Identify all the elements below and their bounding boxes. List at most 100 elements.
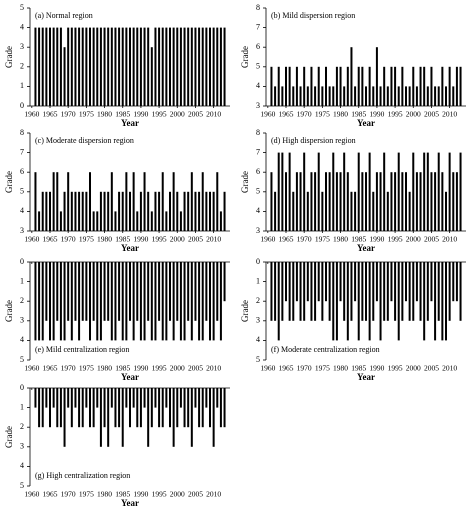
bar: [45, 388, 48, 408]
bar: [41, 388, 44, 428]
bar: [34, 262, 37, 341]
x-tick-label: 1995: [388, 235, 403, 244]
x-tick-label: 1975: [79, 235, 94, 244]
bar: [314, 262, 317, 321]
bar: [103, 262, 106, 321]
bar: [132, 27, 135, 107]
bar: [357, 262, 360, 341]
bar: [335, 172, 338, 231]
bar: [99, 262, 102, 341]
bar: [343, 152, 346, 231]
bar: [405, 86, 407, 106]
bar: [147, 27, 150, 107]
bar: [223, 388, 226, 428]
bar: [183, 27, 186, 107]
bar: [455, 262, 458, 302]
bar: [216, 27, 219, 107]
bar: [346, 262, 349, 341]
bar: [317, 66, 320, 106]
bar: [172, 172, 175, 231]
x-tick-label: 2010: [206, 110, 221, 119]
bar: [194, 262, 197, 321]
bar: [154, 262, 157, 341]
bar: [430, 66, 433, 106]
bar: [209, 388, 211, 428]
bar: [38, 262, 41, 341]
bar: [147, 262, 150, 321]
y-tick-label: 4: [20, 206, 24, 215]
bar: [172, 27, 175, 107]
y-axis-label: Grade: [4, 171, 14, 193]
bar: [299, 262, 302, 321]
bar: [194, 388, 197, 408]
bar: [165, 27, 168, 107]
bar: [415, 86, 418, 106]
bar: [415, 172, 418, 231]
bar: [445, 86, 447, 106]
x-tick-label: 1990: [369, 110, 384, 119]
bar: [158, 388, 161, 428]
bar: [158, 262, 161, 321]
bar: [401, 262, 404, 321]
bar: [99, 191, 102, 231]
x-tick-label: 2010: [442, 110, 457, 119]
bar: [89, 27, 91, 107]
bar: [274, 86, 277, 106]
bar: [187, 191, 190, 231]
x-tick-label: 2000: [170, 364, 185, 373]
bar: [139, 262, 142, 341]
bar: [67, 27, 70, 107]
bar: [154, 191, 157, 231]
bar: [303, 66, 306, 106]
bar: [114, 262, 117, 341]
bar: [365, 262, 367, 321]
x-tick-label: 2010: [206, 490, 221, 499]
y-tick-label: 7: [20, 147, 24, 156]
bar: [74, 27, 77, 107]
bar: [74, 262, 77, 321]
bar: [190, 172, 193, 231]
bar: [183, 191, 186, 231]
bar: [198, 27, 201, 107]
bar: [165, 211, 168, 231]
bar: [49, 191, 51, 231]
bar: [426, 86, 429, 106]
x-tick-label: 1990: [369, 235, 384, 244]
x-tick-label: 1960: [260, 235, 275, 244]
bar: [314, 172, 317, 231]
bar: [343, 86, 346, 106]
y-tick-label: 6: [20, 167, 24, 176]
bar: [85, 27, 88, 107]
x-tick-label: 1970: [61, 364, 76, 373]
bar: [277, 66, 280, 106]
bar: [368, 152, 371, 231]
bar: [52, 388, 55, 408]
bar: [129, 262, 131, 321]
bar: [45, 191, 48, 231]
bar: [52, 27, 55, 107]
bar: [125, 172, 128, 231]
bar: [441, 66, 444, 106]
x-tick-label: 1960: [24, 235, 39, 244]
bar: [375, 47, 378, 106]
y-tick-label: 4: [20, 461, 24, 470]
y-tick-label: 2: [256, 296, 260, 305]
x-tick-label: 2010: [442, 364, 457, 373]
y-tick-label: 1: [256, 276, 260, 285]
x-tick-label: 1995: [152, 110, 167, 119]
bar: [81, 388, 84, 428]
bar: [125, 388, 128, 408]
bar: [368, 262, 371, 341]
bar: [328, 262, 331, 321]
bar: [437, 262, 440, 321]
bar: [205, 191, 208, 231]
x-tick-label: 2010: [206, 364, 221, 373]
x-tick-label: 1995: [388, 364, 403, 373]
bar: [285, 66, 287, 106]
bar: [96, 211, 99, 231]
bar: [390, 262, 393, 302]
y-axis-label: Grade: [4, 426, 14, 448]
y-tick-label: 8: [20, 128, 24, 137]
y-tick-label: 1: [20, 81, 24, 90]
bar: [365, 86, 367, 106]
